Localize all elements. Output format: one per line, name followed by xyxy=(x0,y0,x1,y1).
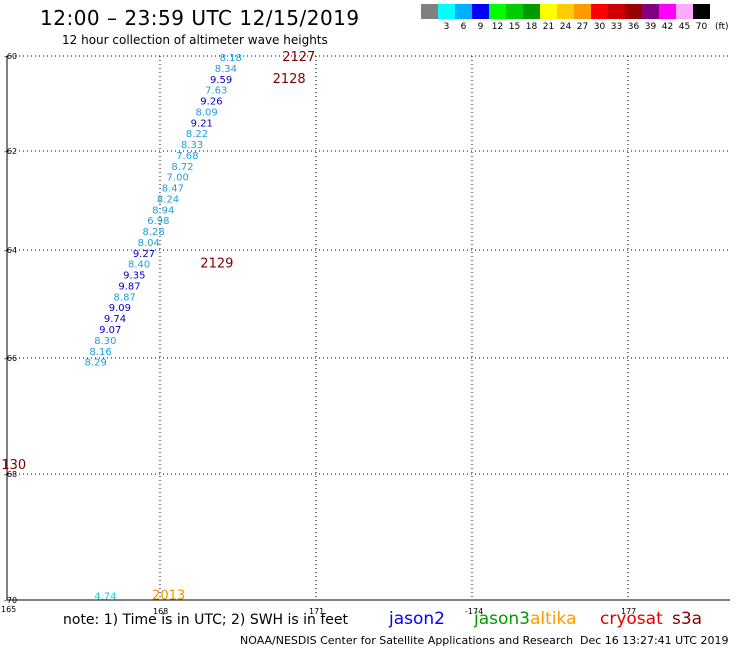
swh-value: 7.68 xyxy=(176,151,198,162)
legend-swatch xyxy=(659,4,676,19)
satellite-s3a: s3a xyxy=(672,609,703,629)
legend-label: 33 xyxy=(610,22,623,32)
legend-label: 3 xyxy=(443,22,450,32)
swh-value: 8.29 xyxy=(85,358,107,369)
legend-label xyxy=(421,22,438,32)
legend-unit: (ft) xyxy=(715,22,729,32)
legend-label: 70 xyxy=(695,22,708,32)
legend-label: 30 xyxy=(593,22,606,32)
swh-value: 8.30 xyxy=(94,336,116,347)
timestamp-text: Dec 16 13:27:41 UTC 2019 xyxy=(580,634,729,647)
swh-value: 9.26 xyxy=(200,97,222,108)
swh-value: 6.98 xyxy=(147,216,169,227)
swh-value: 8.34 xyxy=(215,64,237,75)
swh-value: 9.07 xyxy=(99,325,121,336)
pass-number-label: 2013 xyxy=(152,589,185,604)
latitude-label: -60 xyxy=(4,52,17,61)
satellite-jason2: jason2 xyxy=(389,609,445,629)
swh-value: 7.00 xyxy=(167,173,189,184)
swh-value: 8.40 xyxy=(128,260,150,271)
legend-swatch xyxy=(455,4,472,19)
legend-label: 45 xyxy=(678,22,691,32)
legend-swatch xyxy=(591,4,608,19)
graticule xyxy=(6,55,730,601)
swh-value: 8.72 xyxy=(171,162,193,173)
legend-label: 27 xyxy=(576,22,589,32)
credit-text: NOAA/NESDIS Center for Satellite Applica… xyxy=(240,634,574,647)
legend-swatch xyxy=(472,4,489,19)
swh-value: 8.87 xyxy=(114,292,136,303)
legend-swatch xyxy=(523,4,540,19)
latitude-label: -66 xyxy=(4,354,17,363)
swh-value: 8.94 xyxy=(152,205,174,216)
legend-label: 18 xyxy=(525,22,538,32)
longitude-label: 165 xyxy=(1,605,16,614)
satellite-cryosat: cryosat xyxy=(600,609,663,629)
swh-value: 8.04 xyxy=(138,238,160,249)
longitude-label: 168 xyxy=(153,607,168,616)
color-legend xyxy=(421,4,710,19)
legend-swatch xyxy=(676,4,693,19)
swh-value: 9.59 xyxy=(210,75,232,86)
swh-value: 7.63 xyxy=(205,86,227,97)
pass-number-label: 2129 xyxy=(200,257,233,272)
legend-swatch xyxy=(557,4,574,19)
swh-value: 8.22 xyxy=(186,129,208,140)
pass-number-label: 2130 xyxy=(0,458,26,473)
latitude-label: -64 xyxy=(4,246,17,255)
longitude-label: 177 xyxy=(621,607,636,616)
swh-value: 9.35 xyxy=(123,271,145,282)
swh-value: 8.28 xyxy=(142,227,164,238)
legend-label: 42 xyxy=(661,22,674,32)
note-text: note: 1) Time is in UTC; 2) SWH is in fe… xyxy=(63,612,349,628)
legend-label: 36 xyxy=(627,22,640,32)
latitude-label: -70 xyxy=(4,596,17,605)
swh-value: 8.24 xyxy=(157,194,179,205)
swh-value: 9.74 xyxy=(104,314,126,325)
latitude-label: -68 xyxy=(4,470,17,479)
latitude-label: -62 xyxy=(4,147,17,156)
legend-swatch xyxy=(438,4,455,19)
wave-height-observations: 8.188.349.597.639.268.099.218.228.337.68… xyxy=(85,53,242,603)
legend-swatch xyxy=(540,4,557,19)
swh-value: 8.33 xyxy=(181,140,203,151)
legend-label: 24 xyxy=(559,22,572,32)
legend-swatch xyxy=(625,4,642,19)
legend-label: 15 xyxy=(508,22,521,32)
swh-value: 8.18 xyxy=(220,53,242,64)
swh-value: 9.09 xyxy=(109,303,131,314)
swh-value: 8.16 xyxy=(89,347,111,358)
legend-label: 6 xyxy=(460,22,467,32)
legend-swatch xyxy=(421,4,438,19)
legend-label: 9 xyxy=(477,22,484,32)
legend-swatch xyxy=(506,4,523,19)
swh-value: 9.21 xyxy=(191,118,213,129)
legend-label: 39 xyxy=(644,22,657,32)
longitude-label: 171 xyxy=(309,607,324,616)
legend-swatch xyxy=(642,4,659,19)
longitude-label: -174 xyxy=(465,607,483,616)
satellite-jason3: jason3 xyxy=(474,609,530,629)
satellite-altika: altika xyxy=(530,609,577,629)
page-subtitle: 12 hour collection of altimeter wave hei… xyxy=(62,33,328,47)
page-title: 12:00 – 23:59 UTC 12/15/2019 xyxy=(40,6,360,30)
pass-number-label: 2128 xyxy=(273,72,306,87)
swh-value: 9.27 xyxy=(133,249,155,260)
swh-value: 8.47 xyxy=(162,184,184,195)
swh-value: 8.09 xyxy=(195,107,217,118)
legend-swatch xyxy=(489,4,506,19)
legend-label: 21 xyxy=(542,22,555,32)
legend-swatch xyxy=(693,4,710,19)
swh-value: 4.74 xyxy=(94,592,116,603)
color-legend-labels: 3 6 9 12 15 18 21 24 27 30 33 36 39 42 45 70 xyxy=(421,22,710,32)
legend-swatch xyxy=(608,4,625,19)
legend-swatch xyxy=(574,4,591,19)
swh-value: 9.87 xyxy=(118,281,140,292)
pass-labels: 2127 2128 2129 2130 2013 xyxy=(0,50,315,604)
pass-number-label: 2127 xyxy=(282,50,315,65)
legend-label: 12 xyxy=(491,22,504,32)
